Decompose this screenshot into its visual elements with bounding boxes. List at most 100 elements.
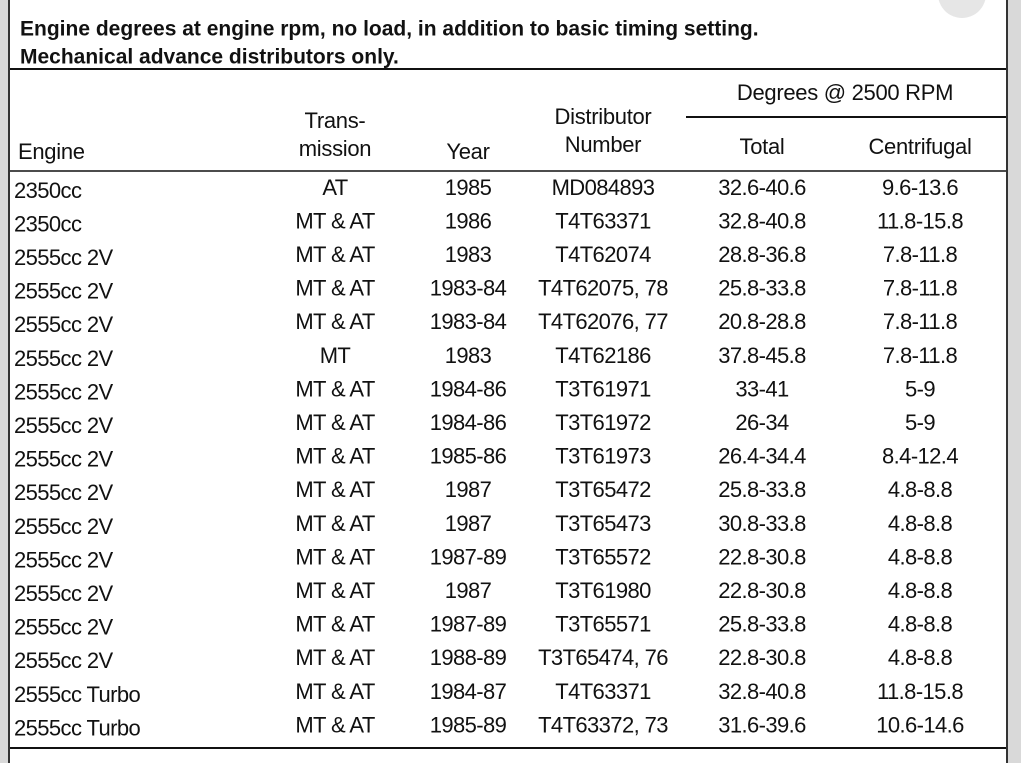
table-cell: 10.6-14.6	[876, 712, 964, 737]
table-cell: 2555cc 2V	[14, 514, 113, 539]
left-border	[0, 0, 8, 763]
table-cell: 2350cc	[14, 211, 82, 236]
table-cell: T3T61972	[555, 410, 651, 435]
table-cell: 31.6-39.6	[718, 712, 806, 737]
table-cell: 25.8-33.8	[718, 477, 806, 502]
table-cell: 2555cc 2V	[14, 245, 113, 270]
table-cell: 2555cc Turbo	[14, 715, 140, 740]
table-cell: 1987	[445, 578, 492, 603]
table-cell: 4.8-8.8	[888, 511, 953, 536]
header-line: Engine degrees at engine rpm, no load, i…	[20, 18, 759, 41]
table-cell: 4.8-8.8	[888, 477, 953, 502]
table-cell: T4T63371	[555, 208, 651, 233]
column-header: Year	[446, 139, 489, 164]
group-header: Degrees @ 2500 RPM	[737, 80, 953, 105]
table-cell: 2555cc 2V	[14, 615, 113, 640]
table-cell: 7.8-11.8	[883, 276, 958, 301]
table-cell: 25.8-33.8	[718, 612, 806, 637]
table-cell: T3T61973	[555, 444, 651, 469]
table-cell: 7.8-11.8	[883, 309, 958, 334]
table-cell: 2555cc 2V	[14, 648, 113, 673]
close-circle[interactable]	[938, 0, 986, 18]
table-cell: 1985-86	[430, 444, 507, 469]
table-cell: 1985-89	[430, 712, 507, 737]
table-cell: MT	[320, 343, 351, 368]
table-cell: MT & AT	[295, 309, 374, 334]
table-cell: 32.6-40.6	[718, 175, 806, 200]
column-header: Trans-	[305, 108, 366, 133]
table-cell: MT & AT	[295, 679, 374, 704]
table-cell: 11.8-15.8	[877, 679, 963, 704]
table-cell: 1983-84	[430, 309, 507, 334]
column-header: mission	[299, 136, 371, 161]
table-cell: T4T63371	[555, 679, 651, 704]
close-button[interactable]	[938, 0, 986, 18]
table-cell: 9.6-13.6	[882, 175, 958, 200]
table-document: Engine degrees at engine rpm, no load, i…	[14, 18, 972, 741]
table-cell: 33-41	[735, 376, 789, 401]
table-cell: 1985	[445, 175, 492, 200]
table-cell: MT & AT	[295, 444, 374, 469]
table-cell: 11.8-15.8	[877, 208, 963, 233]
table-cell: 1988-89	[430, 645, 507, 670]
table-cell: 22.8-30.8	[718, 645, 806, 670]
table-cell: 32.8-40.8	[718, 208, 806, 233]
table-cell: T4T63372, 73	[538, 712, 668, 737]
right-border	[1008, 0, 1021, 763]
table-cell: AT	[322, 175, 347, 200]
table-cell: T3T65474, 76	[538, 645, 668, 670]
column-header: Total	[740, 134, 785, 159]
table-cell: 2555cc 2V	[14, 480, 113, 505]
table-cell: MT & AT	[295, 376, 374, 401]
table-cell: 2555cc 2V	[14, 447, 113, 472]
table-cell: 4.8-8.8	[888, 645, 953, 670]
table-cell: T4T62074	[555, 242, 651, 267]
table-cell: 1983-84	[430, 276, 507, 301]
table-cell: MT & AT	[295, 712, 374, 737]
table-cell: MT & AT	[295, 410, 374, 435]
table-cell: 26-34	[735, 410, 789, 435]
header-line: Mechanical advance distributors only.	[20, 46, 399, 69]
table-cell: MT & AT	[295, 242, 374, 267]
table-cell: 1986	[445, 208, 492, 233]
table-cell: MT & AT	[295, 612, 374, 637]
table-cell: 4.8-8.8	[888, 544, 953, 569]
table-cell: T4T62186	[555, 343, 651, 368]
table-cell: T3T65472	[555, 477, 651, 502]
table-cell: MT & AT	[295, 578, 374, 603]
table-cell: MD084893	[552, 175, 655, 200]
table-cell: T3T65571	[555, 612, 651, 637]
table-cell: 22.8-30.8	[718, 578, 806, 603]
table-cell: 2555cc 2V	[14, 279, 113, 304]
table-cell: T3T61971	[555, 376, 651, 401]
table-cell: 1984-86	[430, 376, 507, 401]
table-cell: 26.4-34.4	[718, 444, 806, 469]
table-cell: 7.8-11.8	[883, 242, 958, 267]
table-cell: 1983	[445, 343, 492, 368]
table-cell: T3T65572	[555, 544, 651, 569]
table-cell: 2555cc 2V	[14, 547, 113, 572]
table-cell: 20.8-28.8	[718, 309, 806, 334]
table-cell: 4.8-8.8	[888, 612, 953, 637]
table-cell: 2555cc 2V	[14, 413, 113, 438]
column-header: Distributor	[555, 104, 652, 129]
table-cell: 2555cc 2V	[14, 346, 113, 371]
table-cell: 25.8-33.8	[718, 276, 806, 301]
table-cell: 5-9	[905, 410, 935, 435]
table-cell: 2555cc 2V	[14, 312, 113, 337]
table-cell: T4T62076, 77	[538, 309, 668, 334]
table-cell: 5-9	[905, 376, 935, 401]
table-cell: MT & AT	[295, 544, 374, 569]
table-cell: 8.4-12.4	[882, 444, 958, 469]
table-cell: T3T65473	[555, 511, 651, 536]
table-cell: 1987	[445, 477, 492, 502]
table-cell: 30.8-33.8	[718, 511, 806, 536]
table-cell: MT & AT	[295, 511, 374, 536]
table-cell: 22.8-30.8	[718, 544, 806, 569]
table-cell: 1983	[445, 242, 492, 267]
table-cell: 2555cc 2V	[14, 379, 113, 404]
table-cell: 2555cc Turbo	[14, 682, 140, 707]
table-cell: 32.8-40.8	[718, 679, 806, 704]
